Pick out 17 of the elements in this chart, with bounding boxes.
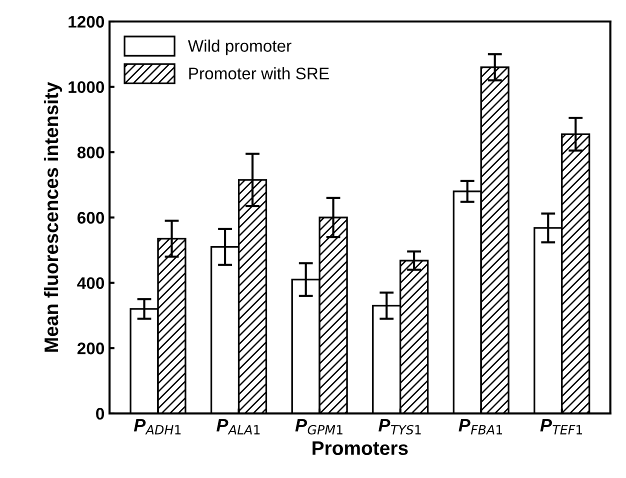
- y-tick-label: 0: [96, 408, 104, 420]
- y-tick-label: 600: [77, 212, 104, 224]
- x-tick-label: P$_{FBA1}$: [458, 418, 502, 434]
- x-axis-title: Promoters: [312, 441, 408, 455]
- x-tick-label: P$_{ADH1}$: [134, 418, 181, 434]
- legend-label: Wild promoter: [188, 40, 292, 56]
- y-tick-label: 800: [77, 146, 104, 158]
- y-tick-label: 200: [77, 342, 104, 354]
- legend-label: Promoter with SRE: [189, 67, 329, 80]
- y-tick-label: 400: [77, 277, 104, 290]
- x-tick-label: P$_{ALA1}$: [216, 418, 260, 434]
- y-tick-label: 1200: [68, 16, 104, 28]
- y-axis-title: Mean fluorescences intensity: [44, 82, 62, 352]
- x-tick-label: P$_{GPM1}$: [295, 418, 342, 435]
- x-tick-label: P$_{TEF1}$: [540, 418, 582, 434]
- x-tick-label: P$_{TYS1}$: [378, 418, 421, 435]
- y-tick-label: 1000: [68, 81, 104, 94]
